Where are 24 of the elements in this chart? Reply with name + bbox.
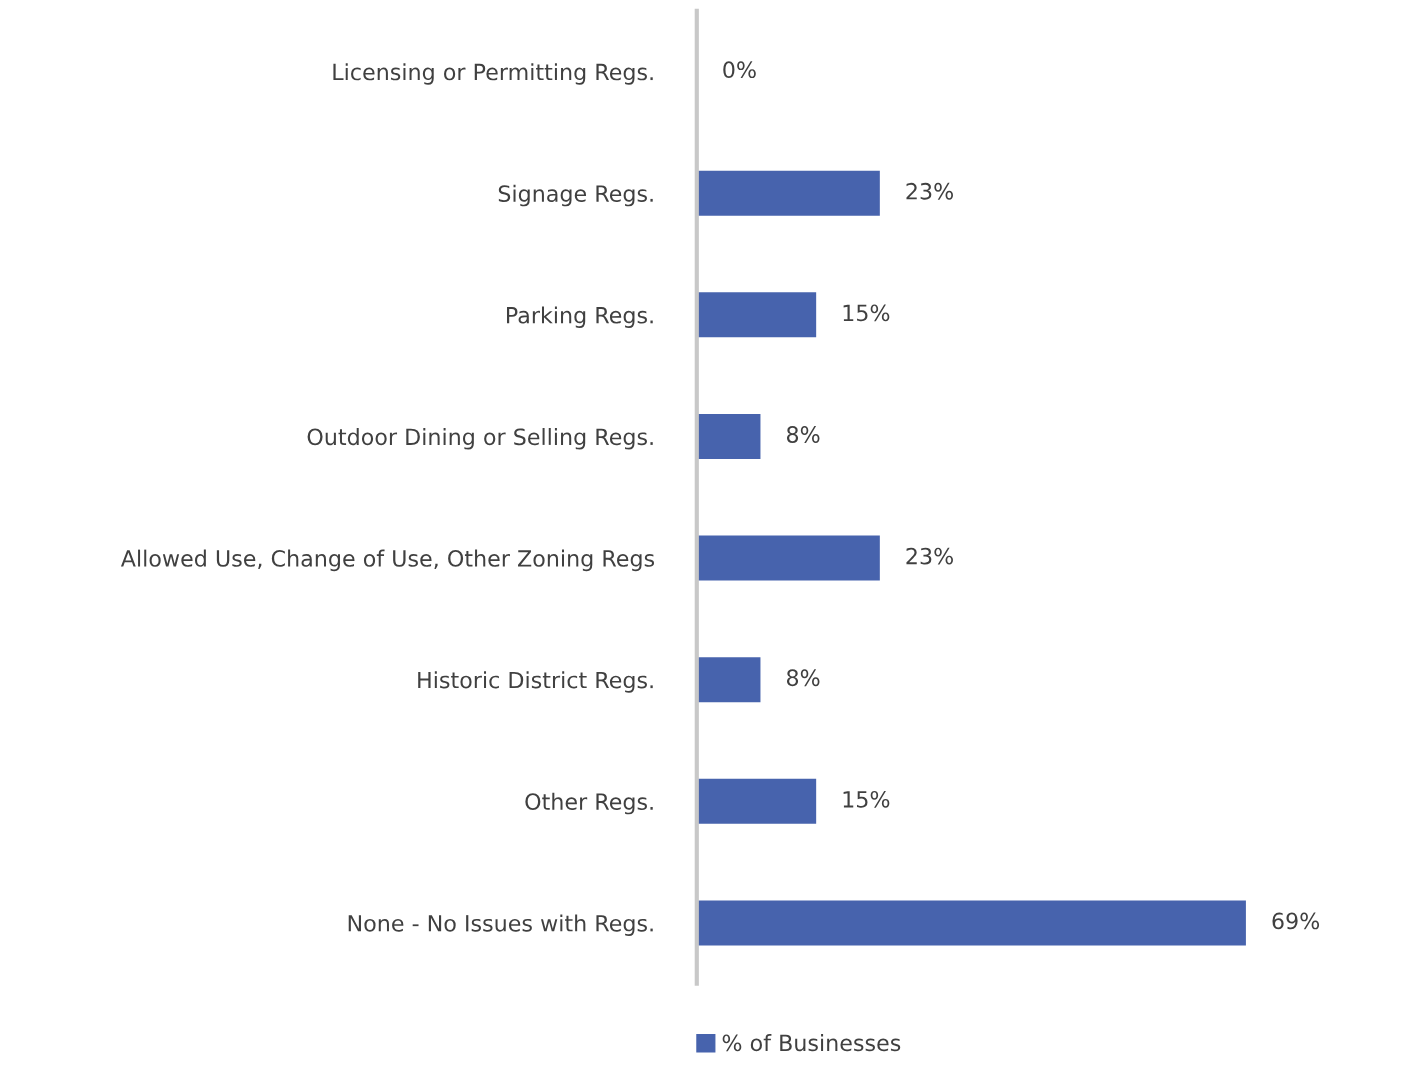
y-tick-label: Licensing or Permitting Regs. (333, 63, 653, 85)
data-label: 23% (906, 547, 953, 565)
data-label: 8% (786, 426, 820, 443)
data-label: 8% (786, 669, 820, 687)
y-tick-label: Allowed Use, Change of Use, Other Zoning Regs (120, 549, 655, 572)
data-label: 69% (1272, 912, 1320, 930)
bar (696, 657, 761, 703)
y-tick-label: Outdoor Dining or Selling Regs. (307, 428, 653, 450)
y-tick-label: Historic District Regs. (418, 671, 653, 693)
data-label: 23% (906, 182, 953, 200)
data-label: 15% (843, 304, 890, 322)
data-label: 0% (723, 61, 756, 79)
y-tick-label: Other Regs. (525, 792, 653, 815)
y-tick-label: Signage Regs. (498, 184, 653, 207)
bar (696, 292, 817, 338)
legend-label: % of Businesses (722, 1034, 901, 1052)
bar (696, 413, 761, 459)
bar (696, 170, 880, 216)
y-tick-label: None - No Issues with Regs. (348, 914, 653, 936)
data-label: 15% (843, 790, 890, 808)
bar (696, 535, 880, 581)
bar (696, 900, 1246, 946)
y-tick-label: Parking Regs. (507, 306, 653, 328)
bar (696, 778, 817, 824)
